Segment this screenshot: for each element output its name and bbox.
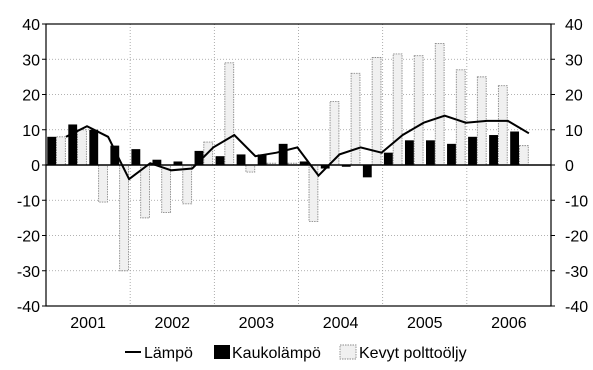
y-axis-right: 40 30 20 10 0 -10 -20 -30 -40 — [551, 17, 588, 316]
x-tick-label: 2004 — [323, 315, 359, 332]
kaukolampo-bar — [236, 154, 246, 165]
kaukolampo-bar — [489, 135, 498, 165]
kevyt-polttooljy-bar — [224, 62, 235, 166]
kaukolampo-bar — [468, 136, 477, 165]
y-tick-right: 30 — [565, 52, 583, 69]
kevyt-polttooljy-bar — [119, 164, 129, 272]
kevyt-polttooljy-bar — [56, 136, 66, 166]
y-tick-right: -10 — [565, 193, 588, 210]
kaukolampo-bar — [383, 152, 393, 165]
y-tick-right: 0 — [565, 158, 574, 175]
y-tick-right: -40 — [565, 299, 588, 316]
x-tick-label: 2005 — [407, 315, 443, 332]
lampo-line — [65, 114, 530, 181]
kevyt-polttooljy-bars — [56, 42, 529, 272]
kevyt-polttooljy-bar — [98, 164, 108, 203]
x-tick-label: 2001 — [70, 315, 106, 332]
kaukolampo-bar — [278, 143, 288, 165]
kevyt-polttooljy-bar — [413, 55, 424, 166]
kaukolampo-bar — [68, 124, 78, 165]
kaukolampo-bar — [404, 140, 414, 165]
kevyt-polttooljy-bar — [455, 69, 466, 166]
y-axis-left: 40 30 20 10 0 -10 -20 -30 -40 — [17, 17, 46, 316]
kevyt-polttooljy-bar — [308, 164, 319, 222]
kaukolampo-bar — [215, 156, 225, 165]
kevyt-polttooljy-bar — [497, 85, 508, 166]
kevyt-polttooljy-bar — [392, 53, 403, 166]
y-tick-right: -30 — [565, 264, 588, 281]
y-tick-left: -40 — [17, 299, 40, 316]
kevyt-polttooljy-bar — [245, 164, 256, 173]
kaukolampo-bar — [510, 131, 520, 165]
x-tick-label: 2003 — [239, 315, 275, 332]
x-tick-label: 2006 — [491, 315, 527, 332]
kaukolampo-bar — [257, 154, 267, 165]
kevyt-polttooljy-bar — [350, 72, 361, 166]
legend-swatch-kaukolampo — [214, 345, 230, 359]
kevyt-polttooljy-bar — [77, 129, 87, 166]
kevyt-polttooljy-bar — [329, 101, 340, 166]
legend-label-kaukolampo: Kaukolämpö — [232, 345, 321, 362]
kaukolampo-bar — [47, 136, 57, 165]
kaukolampo-bar — [299, 161, 309, 165]
kevyt-polttooljy-bar — [161, 164, 172, 214]
x-axis: 2001 2002 2003 2004 2005 2006 — [70, 315, 527, 332]
kaukolampo-bar — [320, 165, 330, 169]
kaukolampo-bar — [447, 143, 456, 165]
kaukolampo-bars — [47, 124, 520, 178]
kaukolampo-bar — [110, 145, 120, 165]
kevyt-polttooljy-bar — [140, 164, 150, 219]
y-tick-left: 30 — [22, 52, 40, 69]
kaukolampo-bar — [131, 149, 141, 165]
x-tick-label: 2002 — [154, 315, 190, 332]
kaukolampo-bar — [89, 129, 99, 165]
kaukolampo-bar — [194, 150, 204, 165]
kaukolampo-bar — [173, 161, 183, 165]
y-tick-right: 20 — [565, 88, 583, 105]
y-tick-left: -10 — [17, 193, 40, 210]
kaukolampo-bar — [152, 159, 162, 165]
y-tick-right: 10 — [565, 123, 583, 140]
legend-label-lampo: Lämpö — [144, 345, 193, 362]
kevyt-polttooljy-bar — [518, 145, 529, 166]
kaukolampo-bar — [362, 165, 372, 178]
y-tick-left: -30 — [17, 264, 40, 281]
y-tick-left: -20 — [17, 229, 40, 246]
kevyt-polttooljy-bar — [182, 164, 193, 205]
kaukolampo-bar — [341, 165, 351, 167]
kevyt-polttooljy-bar — [371, 57, 382, 166]
y-tick-right: 40 — [565, 17, 583, 34]
legend: Lämpö Kaukolämpö Kevyt polttoöljy — [125, 344, 467, 362]
kaukolampo-bar — [426, 140, 435, 165]
y-tick-left: 40 — [22, 17, 40, 34]
y-tick-left: 0 — [31, 158, 40, 175]
kevyt-polttooljy-bar — [434, 42, 445, 166]
legend-label-kevyt-polttooljy: Kevyt polttoöljy — [359, 345, 467, 362]
y-tick-right: -20 — [565, 229, 588, 246]
legend-swatch-kevyt-polttooljy — [339, 344, 357, 360]
y-tick-left: 20 — [22, 88, 40, 105]
y-tick-left: 10 — [22, 123, 40, 140]
